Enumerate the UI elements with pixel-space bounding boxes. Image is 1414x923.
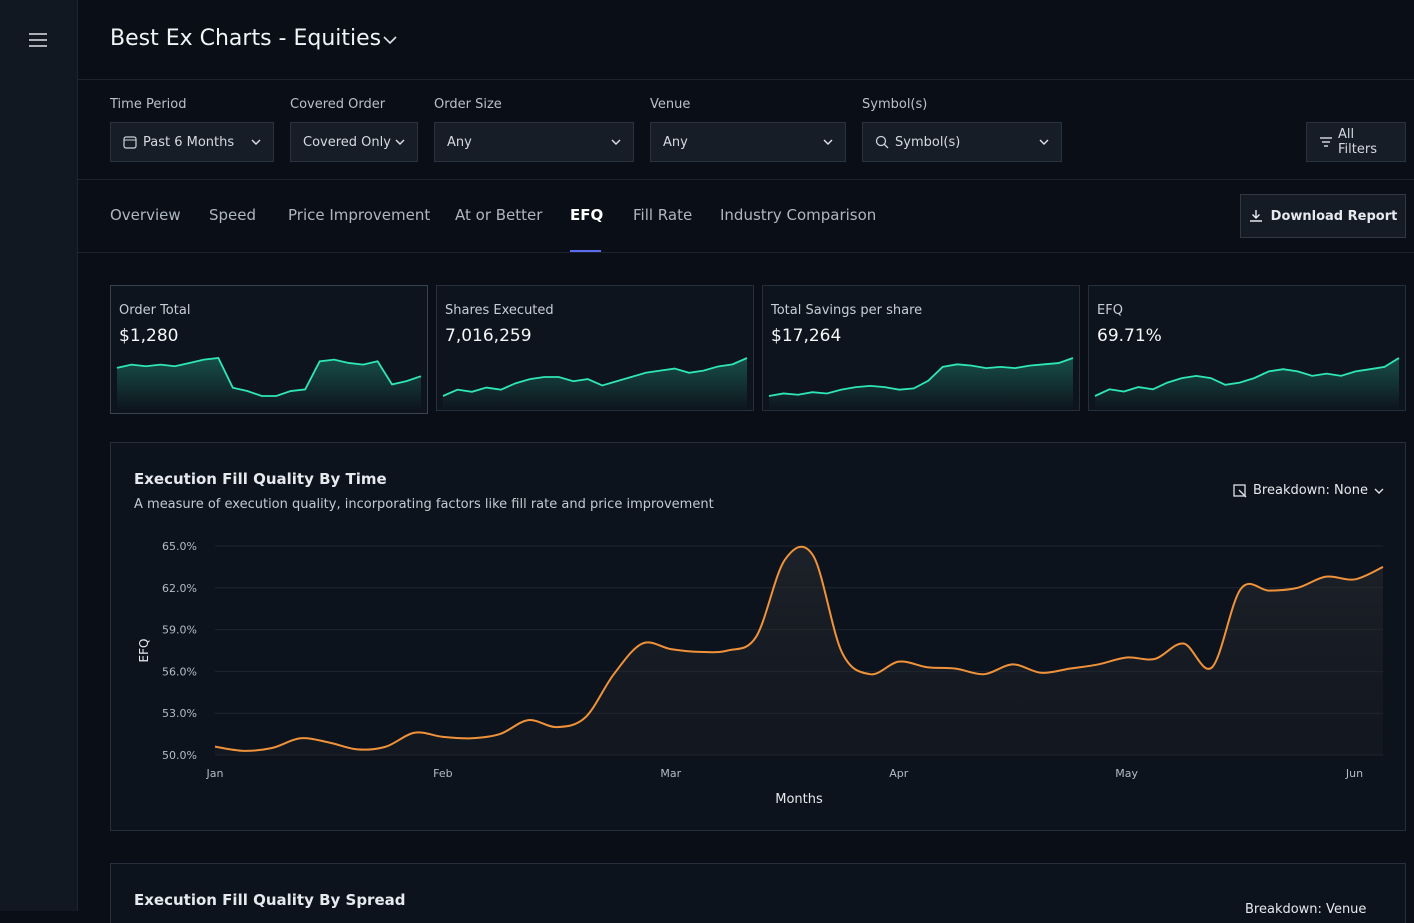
sparkline-line [1094,357,1400,397]
x-tick-label: Feb [433,767,452,780]
caret [823,139,833,145]
x-tick-label: Mar [660,767,681,780]
download-icon [1249,210,1262,222]
sparkline [768,357,1074,410]
page-title[interactable]: Best Ex Charts - Equities [110,26,382,51]
kpi-label: Total Savings per share [771,303,923,318]
filter-label: Symbol(s) [862,97,928,112]
kpi-value: 7,016,259 [445,326,532,346]
tab[interactable]: Speed [209,206,257,224]
x-tick-label: Jan [206,767,224,780]
chart-subtitle: A measure of execution quality, incorpor… [134,497,714,512]
caret [1374,488,1384,494]
download-button[interactable]: Download Report [1240,194,1406,238]
x-axis-label: Months [775,792,823,807]
kpi-value: $17,264 [771,326,842,346]
sparkline [442,357,748,410]
kpi-label: Order Total [119,303,191,318]
filter-value: Past 6 Months [143,134,235,150]
tab[interactable]: Industry Comparison [720,206,877,224]
sparkline [116,357,422,410]
y-tick-label: 65.0% [162,540,197,553]
filter-label: Venue [650,97,691,112]
filter-dropdown[interactable]: Past 6 Months [110,122,274,162]
kpi-card: Order Total $1,280 [110,285,428,414]
y-axis-label: EFQ [137,639,151,663]
divider [78,79,1414,80]
filter-dropdown[interactable]: Covered Only [290,122,418,162]
tab[interactable]: At or Better [455,206,543,224]
divider [78,252,1414,253]
filter-value: Any [447,134,472,150]
filter-value: Covered Only [303,134,391,150]
all-filters-label: All Filters [1338,127,1377,157]
tab[interactable]: Overview [110,206,181,224]
sparkline-area [769,358,1073,410]
kpi-card: Total Savings per share $17,264 [762,285,1080,411]
filter-value: Any [663,134,688,150]
chart-panel-2: Execution Fill Quality By Spread Breakdo… [110,863,1406,923]
sparkline-line [116,357,422,397]
breakdown-icon [1233,483,1247,497]
caret [251,139,261,145]
kpi-label: Shares Executed [445,303,554,318]
filter-label: Covered Order [290,97,386,112]
sparkline-area [443,358,747,410]
kpi-card: Shares Executed 7,016,259 [436,285,754,411]
filter-dropdown[interactable]: Any [650,122,846,162]
filter-value: Symbol(s) [895,134,961,150]
filter-dropdown[interactable]: Symbol(s) [862,122,1062,162]
sparkline [1094,357,1400,410]
y-tick-label: 62.0% [162,582,197,595]
all-filters-button[interactable]: All Filters [1306,122,1406,162]
y-tick-label: 53.0% [162,707,197,720]
filter-label: Time Period [110,97,187,112]
sparkline-area [1095,358,1399,410]
tab[interactable]: Fill Rate [633,206,693,224]
divider [78,179,1414,180]
chart-title: Execution Fill Quality By Spread [134,891,406,909]
y-tick-label: 59.0% [162,624,197,637]
chart: 50.0% 53.0% 56.0% 59.0% 62.0% 65.0% Jan Feb Mar A… [137,540,1384,807]
chart-panel: Execution Fill Quality By Time A measure… [110,442,1406,831]
filter-dropdown[interactable]: Any [434,122,634,162]
breakdown-label: Breakdown: None [1253,483,1368,498]
sparkline-area [117,358,421,410]
download-label: Download Report [1270,208,1398,224]
x-tick-label: May [1115,767,1138,780]
caret [395,139,405,145]
tab[interactable]: Price Improvement [288,206,431,224]
breakdown-dropdown[interactable]: Breakdown: Venue [1245,902,1367,917]
chart-title: Execution Fill Quality By Time [134,470,387,488]
sparkline-line [768,357,1074,397]
filter-icon [875,135,889,149]
filter-icon [123,136,137,149]
caret [611,139,621,145]
tab-underline [570,250,601,252]
sparkline-line [442,357,748,397]
kpi-value: $1,280 [119,326,179,346]
caret [1039,139,1049,145]
x-tick-label: Apr [889,767,909,780]
line [214,545,1384,752]
menu-icon[interactable] [28,32,48,48]
sidebar [0,0,78,911]
kpi-card: EFQ 69.71% [1088,285,1406,411]
line-area [215,546,1383,755]
breakdown-dropdown[interactable]: Breakdown: None [1233,483,1384,498]
y-tick-label: 50.0% [162,749,197,762]
filter-icon [1320,137,1332,147]
tab[interactable]: EFQ [570,206,604,224]
y-tick-label: 56.0% [162,665,197,678]
title-caret[interactable] [382,34,398,46]
kpi-label: EFQ [1097,303,1123,318]
filter-label: Order Size [434,97,502,112]
x-tick-label: Jun [1345,767,1363,780]
kpi-value: 69.71% [1097,326,1162,346]
